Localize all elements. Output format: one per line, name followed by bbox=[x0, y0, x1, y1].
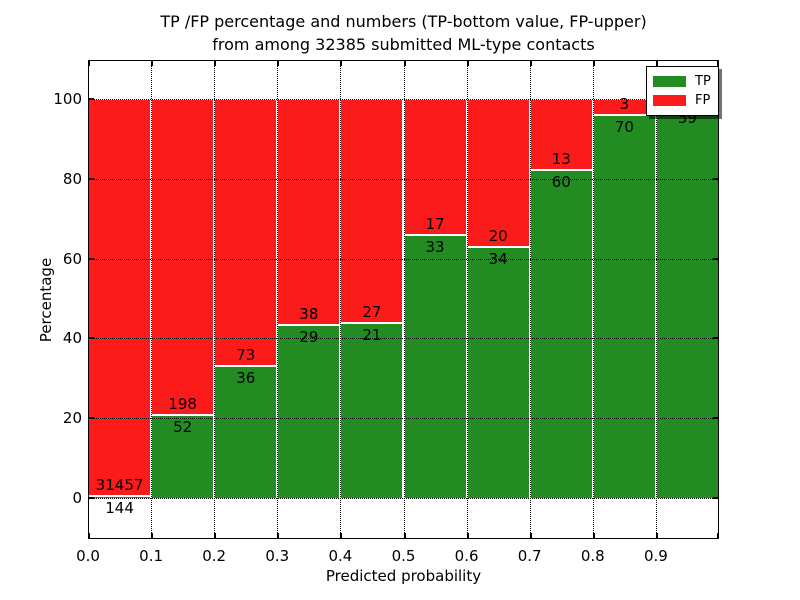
fp-count-label: 73 bbox=[236, 346, 256, 365]
legend-box: TP FP bbox=[646, 66, 719, 116]
x-tick-label: 0.3 bbox=[265, 547, 290, 565]
x-gridline bbox=[340, 60, 342, 539]
x-tick-mark bbox=[88, 60, 90, 66]
fp-count-label: 38 bbox=[299, 305, 319, 324]
legend-fp-swatch bbox=[653, 95, 686, 106]
x-gridline bbox=[214, 60, 216, 539]
x-tick-mark bbox=[466, 533, 469, 539]
y-tick-label: 20 bbox=[62, 409, 82, 428]
x-tick-label: 0.5 bbox=[391, 547, 416, 565]
y-tick-mark bbox=[713, 497, 719, 499]
y-tick-label: 60 bbox=[62, 249, 82, 268]
fp-count-label: 3 bbox=[619, 95, 630, 114]
fp-count-label: 20 bbox=[488, 226, 508, 245]
fp-bar-segment bbox=[151, 99, 215, 415]
legend-entry-tp: TP bbox=[653, 72, 711, 91]
fp-bar-segment bbox=[466, 99, 530, 247]
x-tick-label: 0.4 bbox=[328, 547, 353, 565]
x-gridline bbox=[592, 60, 594, 539]
x-gridline bbox=[151, 60, 153, 539]
x-tick-mark bbox=[340, 60, 343, 66]
y-tick-label: 100 bbox=[53, 90, 82, 108]
y-tick-label: 0 bbox=[72, 489, 82, 507]
tp-bar-segment bbox=[151, 415, 215, 498]
y-tick-mark bbox=[88, 177, 94, 180]
tp-count-label: 29 bbox=[299, 328, 319, 347]
x-tick-label: 0.6 bbox=[454, 547, 479, 565]
y-tick-mark bbox=[713, 337, 719, 340]
fp-bar-segment bbox=[340, 99, 404, 324]
y-tick-mark bbox=[88, 257, 94, 260]
x-tick-label: 0.2 bbox=[202, 547, 227, 565]
y-tick-mark bbox=[713, 417, 719, 420]
x-tick-mark bbox=[592, 533, 595, 539]
tp-count-label: 60 bbox=[551, 173, 571, 192]
fp-count-label: 13 bbox=[551, 150, 571, 169]
tp-bar-segment bbox=[529, 170, 593, 498]
x-tick-mark bbox=[214, 60, 217, 66]
y-tick-mark bbox=[88, 337, 94, 340]
fp-count-label: 17 bbox=[425, 214, 445, 233]
x-gridline bbox=[277, 60, 279, 539]
x-tick-mark bbox=[655, 60, 658, 66]
tp-count-label: 70 bbox=[614, 118, 634, 137]
fp-count-label: 198 bbox=[168, 395, 197, 413]
tp-bar-segment bbox=[466, 246, 530, 498]
fp-count-label: 31457 bbox=[95, 476, 144, 495]
x-gridline bbox=[655, 60, 657, 539]
x-axis-label: Predicted probability bbox=[325, 567, 482, 585]
x-tick-label: 0.8 bbox=[580, 547, 605, 565]
tp-count-label: 52 bbox=[173, 418, 193, 436]
chart-title-line1: TP /FP percentage and numbers (TP-bottom… bbox=[160, 12, 647, 31]
y-tick-mark bbox=[713, 257, 719, 260]
x-tick-mark bbox=[340, 533, 343, 539]
x-tick-mark bbox=[88, 533, 90, 539]
x-gridline bbox=[529, 60, 531, 539]
tp-count-label: 36 bbox=[236, 369, 256, 388]
x-tick-mark bbox=[403, 60, 406, 66]
x-tick-mark bbox=[592, 60, 595, 66]
axes-frame bbox=[88, 60, 719, 539]
tp-count-label: 33 bbox=[425, 237, 445, 256]
x-tick-mark bbox=[277, 533, 280, 539]
legend-tp-label: TP bbox=[695, 74, 711, 89]
y-tick-mark bbox=[88, 417, 94, 420]
x-gridline bbox=[403, 60, 405, 539]
y-tick-mark bbox=[88, 98, 94, 100]
fp-count-label: 27 bbox=[362, 303, 382, 322]
x-tick-mark bbox=[214, 533, 217, 539]
x-tick-label: 0.0 bbox=[76, 547, 100, 565]
x-gridline bbox=[466, 60, 468, 539]
x-tick-mark bbox=[655, 533, 658, 539]
x-tick-mark bbox=[529, 533, 532, 539]
tp-count-label: 34 bbox=[488, 249, 508, 268]
x-tick-mark bbox=[529, 60, 532, 66]
x-tick-label: 0.1 bbox=[139, 547, 164, 565]
legend-tp-swatch bbox=[653, 76, 686, 87]
fp-bar-segment bbox=[529, 99, 593, 171]
tp-count-label: 144 bbox=[105, 499, 134, 518]
legend-entry-fp: FP bbox=[653, 91, 711, 110]
tp-bar-segment bbox=[277, 325, 341, 498]
tp-bar-segment bbox=[655, 105, 719, 498]
x-tick-mark bbox=[151, 533, 154, 539]
y-tick-label: 40 bbox=[62, 329, 82, 348]
y-tick-mark bbox=[713, 177, 719, 180]
tp-count-label: 21 bbox=[362, 326, 382, 345]
chart-title: TP /FP percentage and numbers (TP-bottom… bbox=[88, 10, 719, 56]
legend-fp-label: FP bbox=[695, 93, 711, 108]
plot-area: 31457 144 198 52 73 36 38 29 27 21 17 33 20 34 13 60 3 70… bbox=[88, 60, 719, 539]
x-tick-label: 0.9 bbox=[643, 547, 668, 565]
x-tick-mark bbox=[277, 60, 280, 66]
x-tick-mark bbox=[403, 533, 406, 539]
x-tick-label: 0.7 bbox=[517, 547, 542, 565]
chart-title-line2: from among 32385 submitted ML-type conta… bbox=[212, 35, 595, 54]
y-tick-label: 80 bbox=[62, 169, 82, 188]
y-tick-mark bbox=[88, 497, 94, 499]
x-tick-mark bbox=[466, 60, 469, 66]
x-tick-mark bbox=[151, 60, 154, 66]
